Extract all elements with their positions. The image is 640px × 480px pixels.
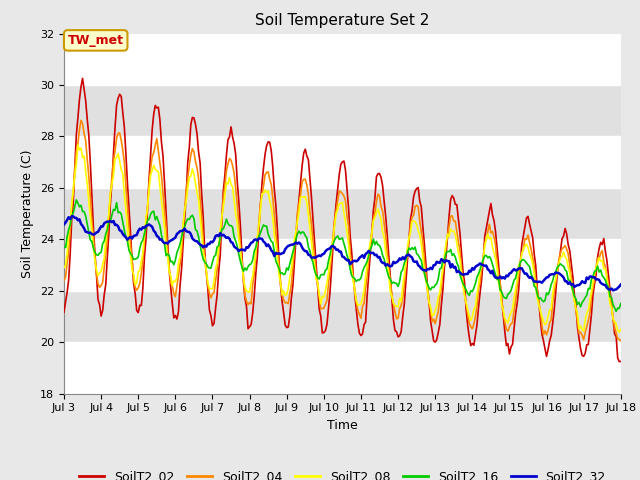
- Line: SoilT2_08: SoilT2_08: [64, 145, 621, 332]
- SoilT2_32: [379, 260, 387, 266]
- SoilT2_08: [165, 269, 173, 275]
- SoilT2_16: [72, 197, 80, 203]
- Bar: [64, 240, 621, 291]
- SoilT2_32: [397, 257, 405, 263]
- SoilT2_16: [612, 309, 620, 314]
- SoilT2_08: [60, 265, 68, 271]
- SoilT2_32: [550, 271, 558, 277]
- SoilT2_04: [76, 126, 83, 132]
- SoilT2_08: [397, 299, 405, 304]
- SoilT2_32: [410, 258, 417, 264]
- SoilT2_16: [550, 271, 558, 277]
- SoilT2_02: [397, 329, 405, 335]
- SoilT2_02: [60, 309, 68, 315]
- SoilT2_16: [617, 300, 625, 306]
- SoilT2_08: [550, 281, 558, 287]
- SoilT2_02: [79, 75, 86, 81]
- SoilT2_16: [410, 247, 417, 252]
- SoilT2_08: [379, 229, 387, 235]
- Bar: [64, 136, 621, 188]
- SoilT2_08: [77, 145, 85, 151]
- Line: SoilT2_04: SoilT2_04: [64, 120, 621, 341]
- Bar: [64, 342, 621, 394]
- Bar: [64, 34, 621, 85]
- SoilT2_02: [410, 194, 417, 200]
- SoilT2_16: [397, 269, 405, 275]
- SoilT2_02: [616, 359, 623, 364]
- SoilT2_32: [165, 239, 173, 244]
- SoilT2_04: [77, 118, 85, 123]
- SoilT2_04: [550, 289, 558, 295]
- Legend: SoilT2_02, SoilT2_04, SoilT2_08, SoilT2_16, SoilT2_32: SoilT2_02, SoilT2_04, SoilT2_08, SoilT2_…: [74, 465, 611, 480]
- Bar: [64, 188, 621, 240]
- SoilT2_02: [379, 183, 387, 189]
- SoilT2_04: [379, 208, 387, 214]
- SoilT2_02: [165, 267, 173, 273]
- SoilT2_32: [77, 221, 85, 227]
- Bar: [64, 291, 621, 342]
- SoilT2_16: [77, 203, 85, 208]
- Line: SoilT2_16: SoilT2_16: [64, 200, 621, 312]
- SoilT2_16: [60, 244, 68, 250]
- Line: SoilT2_02: SoilT2_02: [64, 78, 621, 361]
- Y-axis label: Soil Temperature (C): Soil Temperature (C): [22, 149, 35, 278]
- X-axis label: Time: Time: [327, 419, 358, 432]
- SoilT2_08: [410, 218, 417, 224]
- SoilT2_04: [165, 264, 173, 269]
- SoilT2_16: [165, 252, 173, 258]
- SoilT2_32: [60, 222, 68, 228]
- SoilT2_32: [609, 288, 617, 293]
- SoilT2_04: [60, 277, 68, 283]
- Text: TW_met: TW_met: [68, 34, 124, 47]
- SoilT2_32: [617, 282, 625, 288]
- SoilT2_04: [410, 212, 417, 218]
- Line: SoilT2_32: SoilT2_32: [64, 216, 621, 290]
- SoilT2_04: [397, 303, 405, 309]
- SoilT2_02: [550, 306, 558, 312]
- SoilT2_04: [617, 338, 625, 344]
- SoilT2_32: [68, 214, 76, 219]
- SoilT2_16: [379, 252, 387, 258]
- SoilT2_08: [617, 326, 625, 332]
- SoilT2_02: [76, 96, 83, 102]
- SoilT2_02: [617, 359, 625, 364]
- Bar: [64, 85, 621, 136]
- SoilT2_08: [616, 329, 623, 335]
- SoilT2_08: [74, 142, 82, 148]
- Title: Soil Temperature Set 2: Soil Temperature Set 2: [255, 13, 429, 28]
